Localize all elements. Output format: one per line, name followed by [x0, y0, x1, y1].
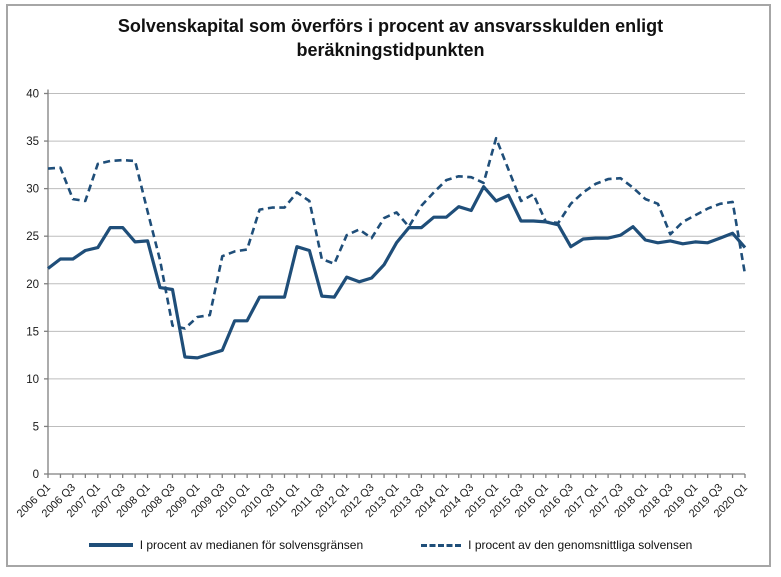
y-tick-label: 0: [33, 469, 39, 481]
chart-title: Solvenskapital som överförs i procent av…: [0, 14, 781, 63]
legend-entry-median: I procent av medianen för solvensgränsen: [88, 538, 364, 552]
y-tick-label: 25: [26, 231, 39, 243]
legend-label-median: I procent av medianen för solvensgränsen: [139, 538, 364, 552]
legend-entry-average: I procent av den genomsnittliga solvense…: [421, 538, 692, 552]
chart-title-text: Solvenskapital som överförs i procent av…: [117, 16, 664, 61]
y-tick-label: 30: [26, 184, 39, 196]
legend-label-average: I procent av den genomsnittliga solvense…: [468, 538, 693, 552]
y-tick-label: 5: [33, 421, 39, 433]
legend: I procent av medianen för solvensgränsen…: [0, 538, 781, 552]
y-tick-label: 35: [26, 136, 39, 148]
y-tick-label: 10: [26, 374, 39, 386]
chart-outer-frame: [6, 4, 771, 567]
series-line-average: [47, 136, 747, 330]
y-tick-label: 40: [26, 89, 39, 101]
solid-line-swatch: [88, 543, 133, 547]
y-tick-label: 15: [26, 326, 39, 338]
dashed-line-swatch: [421, 543, 462, 547]
y-tick-label: 20: [26, 279, 39, 291]
